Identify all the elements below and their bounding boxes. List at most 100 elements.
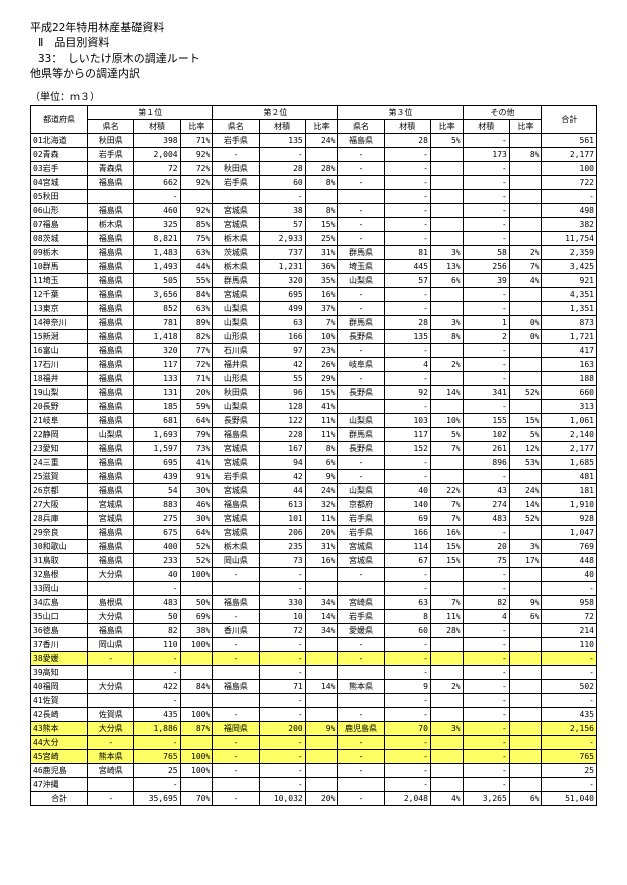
cell-p1 [88,777,134,791]
cell-ov: - [463,287,509,301]
cell-r2: 8% [305,203,338,217]
cell-tot: 51,040 [542,791,597,805]
cell-p3: 山梨県 [338,413,384,427]
cell-p3: - [338,707,384,721]
cell-v1: 439 [134,469,180,483]
cell-r1: 41% [180,455,213,469]
cell-r1: 84% [180,287,213,301]
cell-r2: 16% [305,287,338,301]
cell-tot: 417 [542,343,597,357]
cell-v1: 117 [134,357,180,371]
cell-v1: - [134,735,180,749]
table-row: 42長崎佐賀県435100%-----435 [31,707,597,721]
cell-or [509,161,542,175]
th-ovol: 材積 [463,119,509,133]
cell-r1: 44% [180,259,213,273]
cell-p2: - [213,609,259,623]
cell-r2 [305,707,338,721]
cell-v2: - [259,707,305,721]
cell-v3: - [384,763,430,777]
cell-r3: 14% [430,385,463,399]
cell-p3: - [338,287,384,301]
cell-v3: - [384,161,430,175]
cell-lbl: 28兵庫 [31,511,88,525]
cell-p2 [213,777,259,791]
cell-r1: 20% [180,385,213,399]
cell-v2: - [259,651,305,665]
table-row: 30和歌山福島県40052%栃木県23531%宮城県11415%203%769 [31,539,597,553]
cell-ov: - [463,693,509,707]
cell-lbl: 44大分 [31,735,88,749]
th-total: 合計 [542,105,597,133]
cell-or [509,749,542,763]
cell-v2: - [259,567,305,581]
cell-v2: 200 [259,721,305,735]
cell-v2: 42 [259,469,305,483]
cell-v3: 40 [384,483,430,497]
cell-lbl: 47沖縄 [31,777,88,791]
cell-tot: 4,351 [542,287,597,301]
cell-p3: 愛媛県 [338,623,384,637]
cell-p2: 福島県 [213,497,259,511]
cell-p1: 福島県 [88,273,134,287]
table-row: 12千葉福島県3,65684%宮城県69516%---4,351 [31,287,597,301]
cell-v3: - [384,231,430,245]
cell-p3: 京都府 [338,497,384,511]
cell-r3 [430,665,463,679]
table-row: 合計-35,69570%-10,03220%-2,0484%3,2656%51,… [31,791,597,805]
cell-r3 [430,707,463,721]
table-row: 43熊本大分県1,88687%福岡県2009%鹿児島県703%-2,156 [31,721,597,735]
cell-lbl: 12千葉 [31,287,88,301]
cell-v3: 117 [384,427,430,441]
cell-r3 [430,455,463,469]
cell-r1: 100% [180,749,213,763]
cell-p2: 香川県 [213,623,259,637]
table-row: 01北海道秋田県39871%岩手県13524%福島県285%-561 [31,133,597,147]
cell-v1: 133 [134,371,180,385]
cell-r3: 5% [430,133,463,147]
cell-or [509,469,542,483]
cell-r2 [305,581,338,595]
cell-lbl: 07福島 [31,217,88,231]
cell-lbl: 40福岡 [31,679,88,693]
cell-tot: 502 [542,679,597,693]
cell-p3 [338,581,384,595]
cell-v2: 10 [259,609,305,623]
cell-v1: 662 [134,175,180,189]
cell-r3 [430,175,463,189]
cell-p1: 島根県 [88,595,134,609]
cell-p1: 福島県 [88,441,134,455]
cell-p3: 宮崎県 [338,595,384,609]
cell-v1: - [134,189,180,203]
cell-ov: 4 [463,609,509,623]
cell-r3: 28% [430,623,463,637]
th-pref1: 県名 [88,119,134,133]
cell-or: 12% [509,441,542,455]
cell-p2: 山梨県 [213,399,259,413]
cell-r2: 14% [305,609,338,623]
cell-v3: 28 [384,133,430,147]
cell-r1: 64% [180,525,213,539]
table-row: 13東京福島県85263%山梨県49937%---1,351 [31,301,597,315]
cell-v2: 128 [259,399,305,413]
cell-v1: 422 [134,679,180,693]
cell-p3: - [338,231,384,245]
cell-r3: 22% [430,483,463,497]
cell-r1: 84% [180,679,213,693]
cell-p1: 福島県 [88,343,134,357]
cell-p3: 埼玉県 [338,259,384,273]
cell-p1: 大分県 [88,609,134,623]
cell-ov: 102 [463,427,509,441]
cell-v3: 81 [384,245,430,259]
cell-p1: 福島県 [88,287,134,301]
cell-v1: 2,004 [134,147,180,161]
cell-ov: 256 [463,259,509,273]
cell-p2: 山梨県 [213,315,259,329]
cell-tot: - [542,581,597,595]
table-row: 14神奈川福島県78189%山梨県637%群馬県283%10%873 [31,315,597,329]
cell-or: 24% [509,483,542,497]
header-2: Ⅱ 品目別資料 [30,35,597,50]
table-row: 32島根大分県40100%-----40 [31,567,597,581]
cell-p3: - [338,371,384,385]
cell-r3 [430,693,463,707]
